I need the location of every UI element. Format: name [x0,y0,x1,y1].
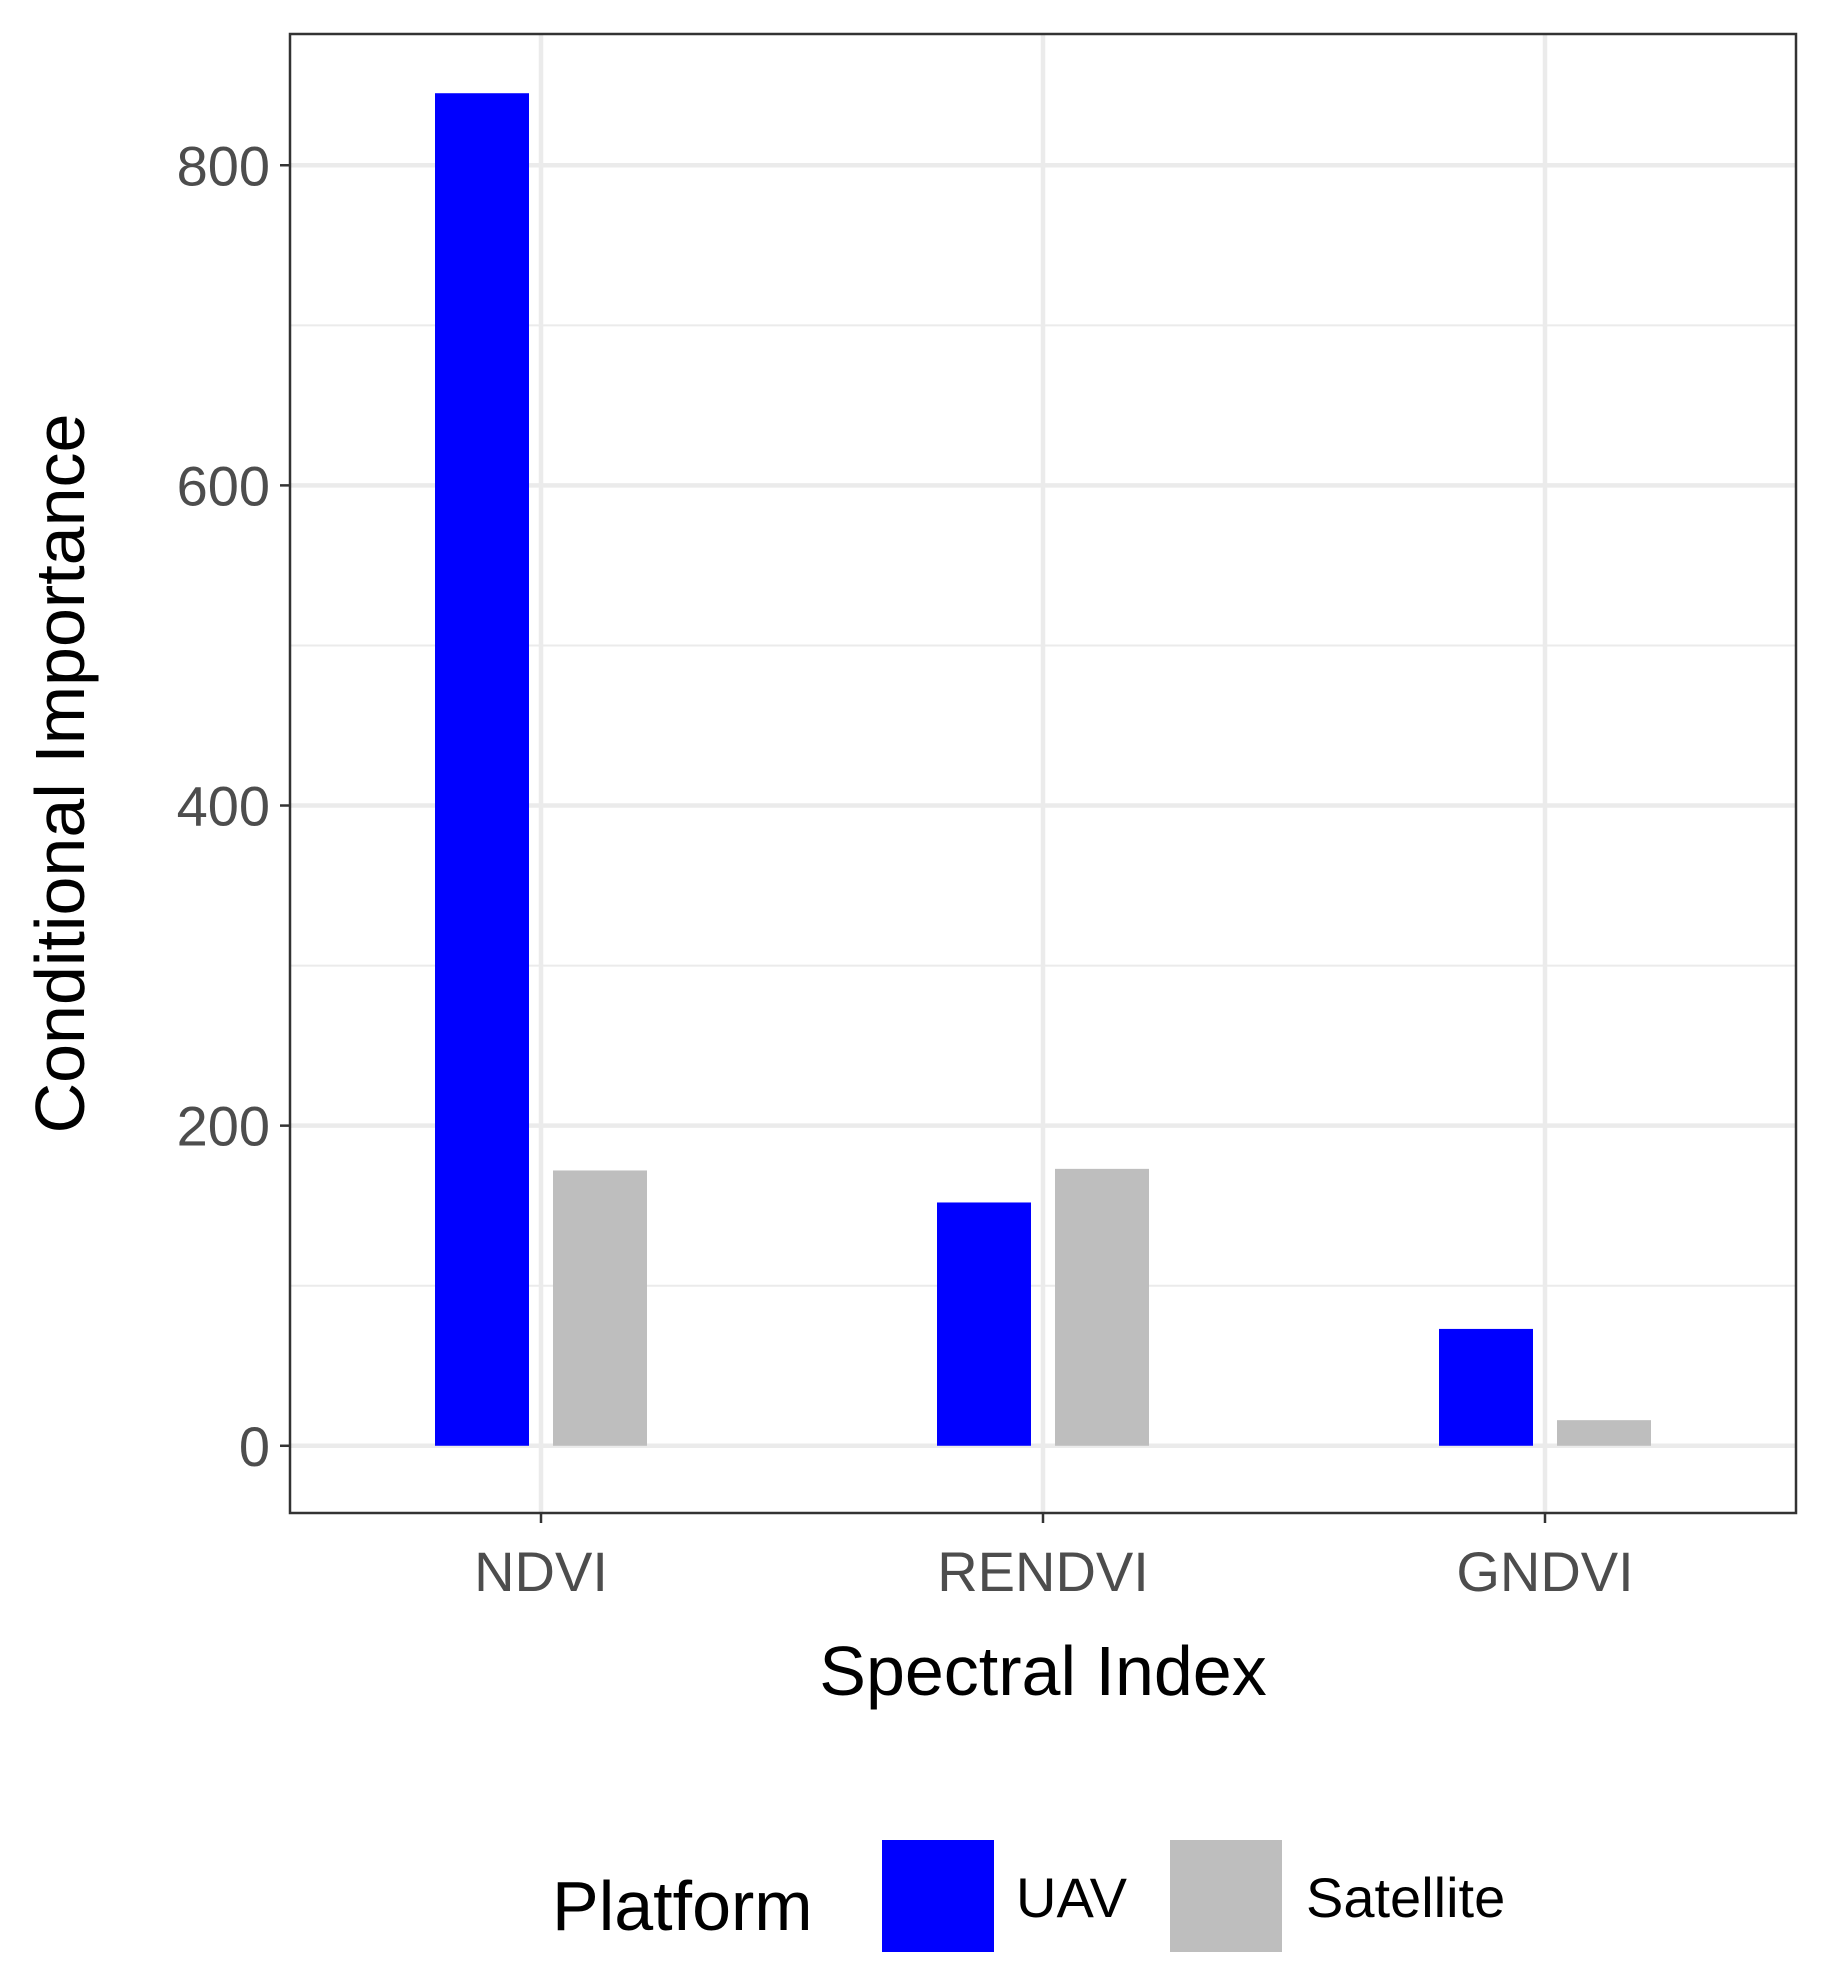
legend-label-satellite: Satellite [1306,1866,1505,1929]
y-tick-label: 600 [177,454,270,517]
x-tick-label: GNDVI [1456,1540,1633,1603]
y-tick-label: 400 [177,775,270,838]
x-tick-label: NDVI [474,1540,608,1603]
y-tick-label: 800 [177,134,270,197]
x-axis-title: Spectral Index [819,1632,1266,1710]
y-axis: 0 200 400 600 800 [177,134,290,1478]
bar-satellite-ndvi [553,1170,647,1446]
bar-uav-rendvi [937,1202,1031,1446]
y-tick-label: 0 [239,1415,270,1478]
bar-uav-ndvi [435,93,529,1446]
bar-satellite-rendvi [1055,1168,1149,1446]
grid-major [290,34,1796,1513]
x-tick-label: RENDVI [937,1540,1149,1603]
y-axis-title: Conditional Importance [21,414,99,1134]
x-axis: NDVI RENDVI GNDVI [474,1513,1634,1603]
bar-satellite-gndvi [1557,1420,1651,1446]
y-tick-label: 200 [177,1095,270,1158]
legend-title: Platform [552,1867,813,1945]
legend-label-uav: UAV [1016,1866,1128,1929]
legend: Platform UAV Satellite [552,1840,1505,1952]
bars [435,93,1651,1446]
legend-key-uav [882,1840,994,1952]
legend-key-satellite [1170,1840,1282,1952]
bar-uav-gndvi [1439,1328,1533,1446]
